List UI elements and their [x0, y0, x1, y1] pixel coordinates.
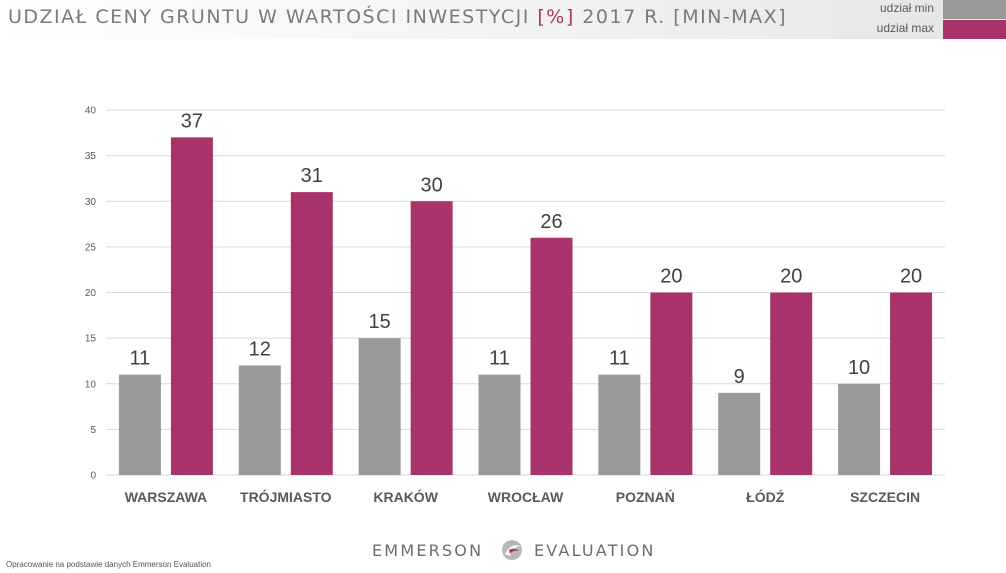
data-label: 15 — [369, 311, 391, 333]
bar-min — [238, 365, 281, 475]
bar-max — [890, 292, 933, 475]
bar-min — [718, 392, 761, 475]
data-label: 20 — [900, 266, 922, 288]
bar-max — [650, 292, 693, 475]
data-label: 26 — [540, 211, 562, 233]
data-label: 11 — [130, 348, 151, 370]
y-tick-label: 5 — [90, 425, 96, 436]
y-tick-label: 10 — [85, 379, 97, 390]
legend-item-min: udział min — [868, 0, 1006, 19]
data-label: 12 — [249, 339, 271, 361]
logo-text-left: EMMERSON — [372, 541, 484, 560]
y-tick-label: 30 — [85, 197, 97, 208]
bar-min — [838, 383, 881, 475]
legend-item-max: udział max — [868, 20, 1006, 39]
bar-max — [530, 237, 573, 475]
data-label: 9 — [734, 366, 745, 388]
y-tick-label: 0 — [90, 471, 96, 482]
title-tail: 2017 R. [MIN-MAX] — [574, 6, 788, 28]
emmerson-logo: EMMERSON EVALUATION — [372, 539, 672, 563]
logo-text-right: EVALUATION — [534, 541, 656, 560]
title-bar: UDZIAŁ CENY GRUNTU W WARTOŚCI INWESTYCJI… — [0, 0, 1006, 39]
x-category-label: ŁÓDŹ — [746, 488, 785, 505]
data-label: 11 — [609, 348, 630, 370]
bar-max — [290, 192, 333, 475]
bar-min — [598, 374, 641, 475]
x-category-label: WROCŁAW — [488, 489, 564, 505]
bar-min — [358, 338, 401, 475]
legend-label-min: udział min — [879, 1, 934, 15]
bar-max — [170, 137, 213, 475]
title-accent: [%] — [537, 6, 575, 28]
bar-max — [770, 292, 813, 475]
legend-swatch-min — [943, 0, 1006, 19]
data-label: 11 — [489, 348, 510, 370]
data-label: 30 — [421, 174, 443, 196]
title-main: UDZIAŁ CENY GRUNTU W WARTOŚCI INWESTYCJI — [8, 6, 538, 28]
x-category-label: KRAKÓW — [373, 488, 438, 505]
y-tick-label: 25 — [85, 242, 97, 253]
x-category-label: WARSZAWA — [125, 489, 207, 505]
x-category-label: POZNAŃ — [616, 489, 675, 505]
data-label: 20 — [780, 266, 802, 288]
legend-swatch-max — [943, 20, 1006, 39]
data-label: 31 — [301, 165, 323, 187]
bar-min — [478, 374, 521, 475]
x-category-label: TRÓJMIASTO — [240, 488, 332, 505]
y-tick-label: 35 — [85, 151, 97, 162]
x-category-label: SZCZECIN — [850, 489, 920, 505]
data-label: 10 — [848, 357, 870, 379]
source-note: Opracowanie na podstawie danych Emmerson… — [6, 560, 212, 569]
data-label: 37 — [181, 110, 203, 132]
bar-min — [118, 374, 161, 475]
data-label: 20 — [660, 266, 682, 288]
legend-label-max: udział max — [876, 21, 934, 35]
y-tick-label: 40 — [85, 106, 97, 117]
y-tick-label: 15 — [85, 334, 97, 345]
y-tick-label: 20 — [85, 288, 97, 299]
chart-title: UDZIAŁ CENY GRUNTU W WARTOŚCI INWESTYCJI… — [8, 6, 787, 28]
bar-max — [410, 201, 453, 475]
logo-swirl-icon — [502, 540, 522, 560]
